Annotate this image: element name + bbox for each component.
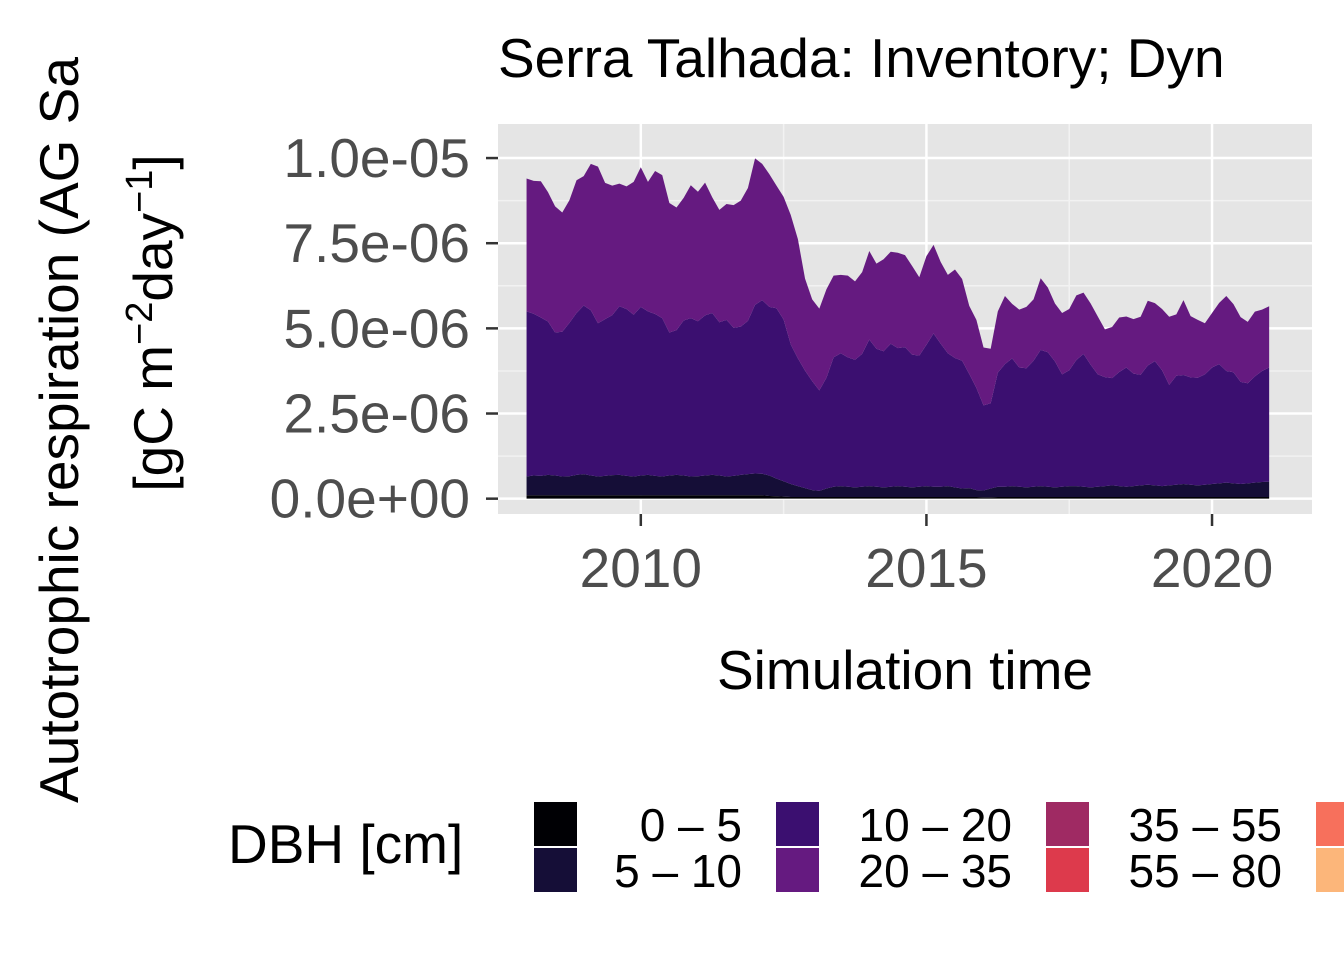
legend-label-4: 20 – 35 bbox=[859, 845, 1012, 897]
legend: DBH [cm] 0 – 55 – 10 10 – 2020 – 35 35 – 5… bbox=[228, 799, 1344, 897]
y-unit-part-2: day bbox=[122, 212, 184, 301]
y-tick-label: 2.5e-06 bbox=[283, 383, 470, 445]
legend-key-3 bbox=[776, 802, 819, 846]
y-tick-label: 1.0e-05 bbox=[283, 127, 470, 189]
y-axis-label-line1: Autotrophic respiration (AG Sa bbox=[28, 57, 90, 803]
legend-key-6 bbox=[1046, 848, 1089, 892]
legend-label-3: 10 – 20 bbox=[859, 799, 1012, 851]
y-tick-label: 7.5e-06 bbox=[283, 212, 470, 274]
legend-label-1: 0 – 5 bbox=[640, 799, 742, 851]
chart-title: Serra Talhada: Inventory; Dyn bbox=[498, 27, 1225, 89]
legend-title: DBH [cm] bbox=[228, 813, 463, 875]
x-axis: 2010 2015 2020 bbox=[580, 514, 1273, 599]
y-axis-unit-label: [gC m−2day−1] bbox=[119, 154, 184, 491]
legend-key-5 bbox=[1046, 802, 1089, 846]
x-tick-label: 2020 bbox=[1151, 537, 1273, 599]
y-unit-exp-2: −1 bbox=[119, 170, 161, 213]
y-unit-part-1: [gC m bbox=[122, 345, 184, 492]
legend-key-7 bbox=[1316, 802, 1344, 846]
legend-key-4 bbox=[776, 848, 819, 892]
legend-key-2 bbox=[534, 848, 577, 892]
legend-key-8 bbox=[1316, 848, 1344, 892]
y-tick-label: 0.0e+00 bbox=[270, 468, 470, 530]
x-axis-label: Simulation time bbox=[717, 639, 1093, 701]
area-series-3 bbox=[526, 300, 1270, 491]
y-unit-part-3: ] bbox=[122, 154, 184, 169]
y-unit-exp-1: −2 bbox=[119, 302, 161, 345]
legend-label-2: 5 – 10 bbox=[614, 845, 742, 897]
y-tick-label: 5.0e-06 bbox=[283, 297, 470, 359]
stacked-areas bbox=[526, 158, 1270, 499]
x-tick-label: 2010 bbox=[580, 537, 702, 599]
legend-key-1 bbox=[534, 802, 577, 846]
legend-label-6: 55 – 80 bbox=[1129, 845, 1282, 897]
x-tick-label: 2015 bbox=[865, 537, 987, 599]
y-axis-label-line2: [gC m−2day−1] bbox=[119, 154, 184, 491]
area-series-4 bbox=[526, 158, 1270, 406]
legend-label-5: 35 – 55 bbox=[1129, 799, 1282, 851]
y-axis-label: Autotrophic respiration (AG Sa bbox=[28, 57, 90, 803]
y-axis: 0.0e+00 2.5e-06 5.0e-06 7.5e-06 1.0e-05 bbox=[270, 127, 498, 530]
area-series-2 bbox=[526, 473, 1270, 498]
